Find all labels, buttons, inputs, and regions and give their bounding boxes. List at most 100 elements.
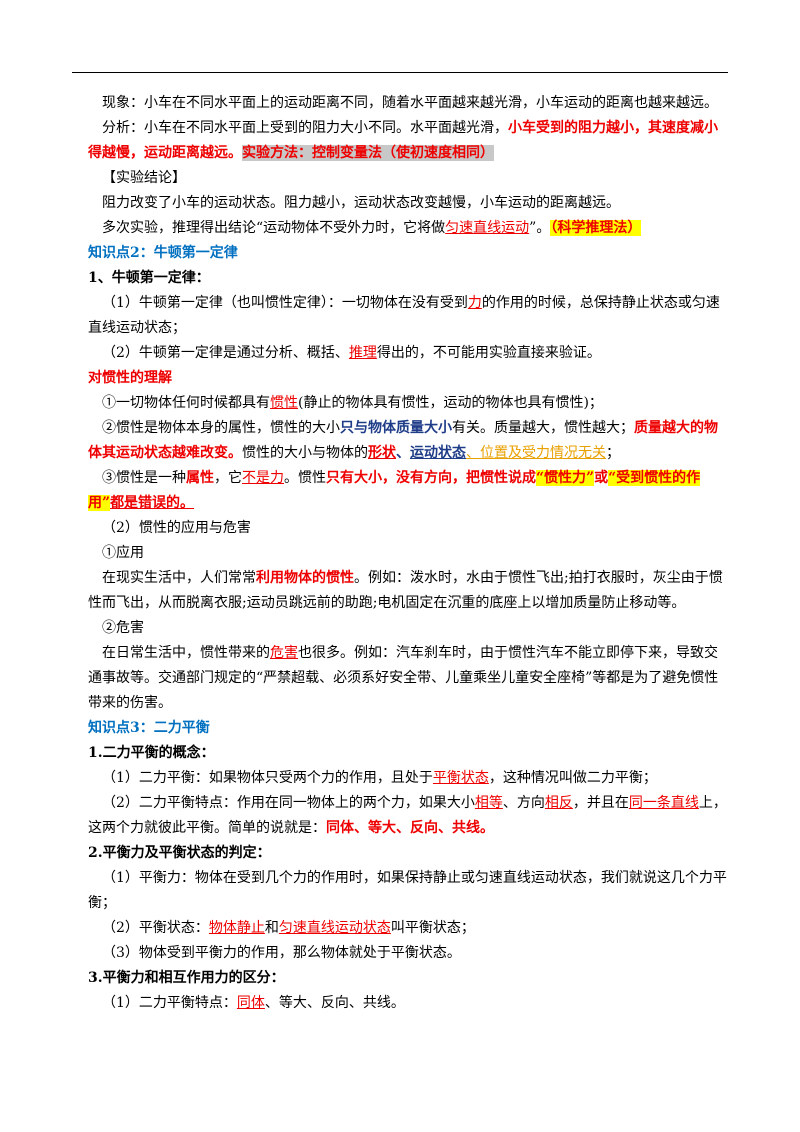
text: ； [606,445,620,461]
subheading: 1.二力平衡的概念： [88,741,730,766]
heading-text: 1.二力平衡的概念： [88,745,215,761]
content: 现象：小车在不同水平面上的运动距离不同，随着水平面越来越光滑，小车运动的距离也越… [88,91,730,1016]
text: （1）二力平衡：如果物体只受两个力的作用，且处于 [102,770,433,786]
text: （1）牛顿第一定律（也叫惯性定律）：一切物体在没有受到 [102,295,468,311]
emphasis: 或 [594,470,609,486]
paragraph: （2）惯性的应用与危害 [88,516,730,541]
text: 。例如：泼水时，水由于惯性飞出;拍打衣服时，灰尘由于惯性而飞出，从而脱离衣服;运… [88,570,723,611]
text: 的作用的时候，总保持静止状态或匀速直线运动状态； [88,295,720,336]
paragraph: ①一切物体任何时候都具有惯性(静止的物体具有惯性，运动的物体也具有惯性)； [88,391,730,416]
text: 分析：小车在不同水平面上受到的阻力大小不同。水平面越光滑， [102,120,508,136]
text: 、 [466,445,480,461]
heading-text: 知识点2：牛顿第一定律 [88,245,238,261]
text: ①一切物体任何时候都具有 [102,395,270,411]
text: 在日常生活中，惯性带来的 [102,645,270,661]
fill-in: 匀速直线运动 [445,220,530,236]
emphasis: 。 [228,145,242,161]
text: （2）二力平衡特点：作用在同一物体上的两个力，如果大小 [102,795,475,811]
heading-text: 3.平衡力和相互作用力的区分： [88,970,285,986]
paragraph: ②危害 [88,616,730,641]
text: ②危害 [102,620,144,636]
paragraph: 在日常生活中，惯性带来的危害也很多。例如：汽车刹车时，由于惯性汽车不能立即停下来… [88,641,730,716]
paragraph: 现象：小车在不同水平面上的运动距离不同，随着水平面越来越光滑，小车运动的距离也越… [88,91,730,116]
highlight: （科学推理法） [550,220,642,236]
emphasis: 只有大小，没有方向，把惯性说成 [326,470,536,486]
subheading: 对惯性的理解 [88,366,730,391]
paragraph: 多次实验，推理得出结论“运动物体不受外力时，它将做匀速直线运动”。（科学推理法） [88,216,730,241]
paragraph: （1）牛顿第一定律（也叫惯性定律）：一切物体在没有受到力的作用的时候，总保持静止… [88,291,730,341]
section-heading: 知识点3：二力平衡 [88,716,730,741]
paragraph: （2）二力平衡特点：作用在同一物体上的两个力，如果大小相等、方向相反，并且在同一… [88,791,730,841]
paragraph: ②惯性是物体本身的属性，惯性的大小只与物体质量大小有关。质量越大，惯性越大；质量… [88,416,730,466]
fill-in: 位置及受力情况无关 [480,445,606,461]
emphasis: 同体、等大、反向、共线。 [326,820,494,836]
text: ②惯性是物体本身的属性，惯性的大小 [102,420,340,436]
paragraph: （3）物体受到平衡力的作用，那么物体就处于平衡状态。 [88,941,730,966]
fill-in: 物体静止 [208,920,265,936]
text: 叫平衡状态； [390,920,475,936]
text: ①应用 [102,545,144,561]
fill-in: 形状 [368,445,396,461]
text: 多次实验，推理得出结论“运动物体不受外力时，它将做 [102,220,446,236]
text: （1）平衡力：物体在受到几个力的作用时，如果保持静止或匀速直线运动状态，我们就说… [88,870,727,911]
fill-in: 同体 [236,995,265,1011]
fill-in: 匀速直线运动状态 [278,920,391,936]
paragraph: 【实验结论】 [88,166,730,191]
text: ，它 [214,470,242,486]
text: ”。 [529,220,551,236]
text: 也很多。例如：汽车刹车时，由于惯性汽车不能立即停下来，导致交通事故等。交通部门规… [88,645,719,711]
paragraph: 分析：小车在不同水平面上受到的阻力大小不同。水平面越光滑，小车受到的阻力越小，其… [88,116,730,166]
text: 、方向 [502,795,545,811]
text: 阻力改变了小车的运动状态。阻力越小，运动状态改变越慢，小车运动的距离越远。 [102,195,620,211]
emphasis: 只与物体质量大小 [340,420,452,436]
paragraph: （2）牛顿第一定律是通过分析、概括、推理得出的，不可能用实验直接来验证。 [88,341,730,366]
text: （2）牛顿第一定律是通过分析、概括、 [102,345,349,361]
emphasis: 质量越大的物体其运动状态越难改变。 [88,420,718,461]
fill-in: 惯性 [270,395,298,411]
subheading: 1、牛顿第一定律： [88,266,730,291]
text: （2）惯性的应用与危害 [102,520,251,536]
text: 现象：小车在不同水平面上的运动距离不同，随着水平面越来越光滑，小车运动的距离也越… [102,95,718,111]
highlight: “惯性力” [536,470,595,486]
text: 、 [396,445,410,461]
paragraph: （1）平衡力：物体在受到几个力的作用时，如果保持静止或匀速直线运动状态，我们就说… [88,866,730,916]
fill-in: 相等 [474,795,503,811]
text: ，这种情况叫做二力平衡； [488,770,657,786]
heading-text: 知识点3：二力平衡 [88,720,210,736]
subheading: 2.平衡力及平衡状态的判定： [88,841,730,866]
fill-in: 推理 [348,345,377,361]
heading-text: 1、牛顿第一定律： [88,270,210,286]
text: 和 [264,920,279,936]
header-rule [72,72,728,73]
emphasis: 都是错误的。 [110,495,195,511]
paragraph: 阻力改变了小车的运动状态。阻力越小，运动状态改变越慢，小车运动的距离越远。 [88,191,730,216]
text: （3）物体受到平衡力的作用，那么物体就处于平衡状态。 [102,945,461,961]
text: 有关。质量越大，惯性越大； [452,420,634,436]
fill-in: 相反 [544,795,573,811]
text: 上，这两个力就彼此平衡。简单的说就是： [88,795,727,836]
text: （1）二力平衡特点： [102,995,237,1011]
fill-in: 力 [467,295,482,311]
text: ，并且在 [572,795,629,811]
fill-in: 平衡状态 [432,770,489,786]
text: 惯性的大小与物体的 [242,445,368,461]
text: （2）平衡状态： [102,920,209,936]
highlight: 实验方法：控制变量法（使初速度相同） [242,145,494,161]
paragraph: ①应用 [88,541,730,566]
fill-in: 运动状态 [410,445,466,461]
text: 得出的，不可能用实验直接来验证。 [376,345,601,361]
emphasis: 小车受到的阻力越小，其速度减小得越慢，运动距离越远 [88,120,718,161]
fill-in: 危害 [270,645,298,661]
paragraph: （1）二力平衡特点：同体、等大、反向、共线。 [88,991,730,1016]
text: ③惯性是一种 [102,470,186,486]
text: 在现实生活中，人们常常 [102,570,256,586]
heading-text: 对惯性的理解 [88,370,172,386]
section-heading: 知识点2：牛顿第一定律 [88,241,730,266]
text: (静止的物体具有惯性，运动的物体也具有惯性)； [298,395,603,411]
fill-in: 同一条直线 [628,795,699,811]
text: 【实验结论】 [102,170,186,186]
emphasis: 利用物体的惯性 [256,570,354,586]
paragraph: ③惯性是一种属性，它不是力。惯性只有大小，没有方向，把惯性说成“惯性力”或“受到… [88,466,730,516]
fill-in: 不是力 [242,470,284,486]
paragraph: （1）二力平衡：如果物体只受两个力的作用，且处于平衡状态，这种情况叫做二力平衡； [88,766,730,791]
